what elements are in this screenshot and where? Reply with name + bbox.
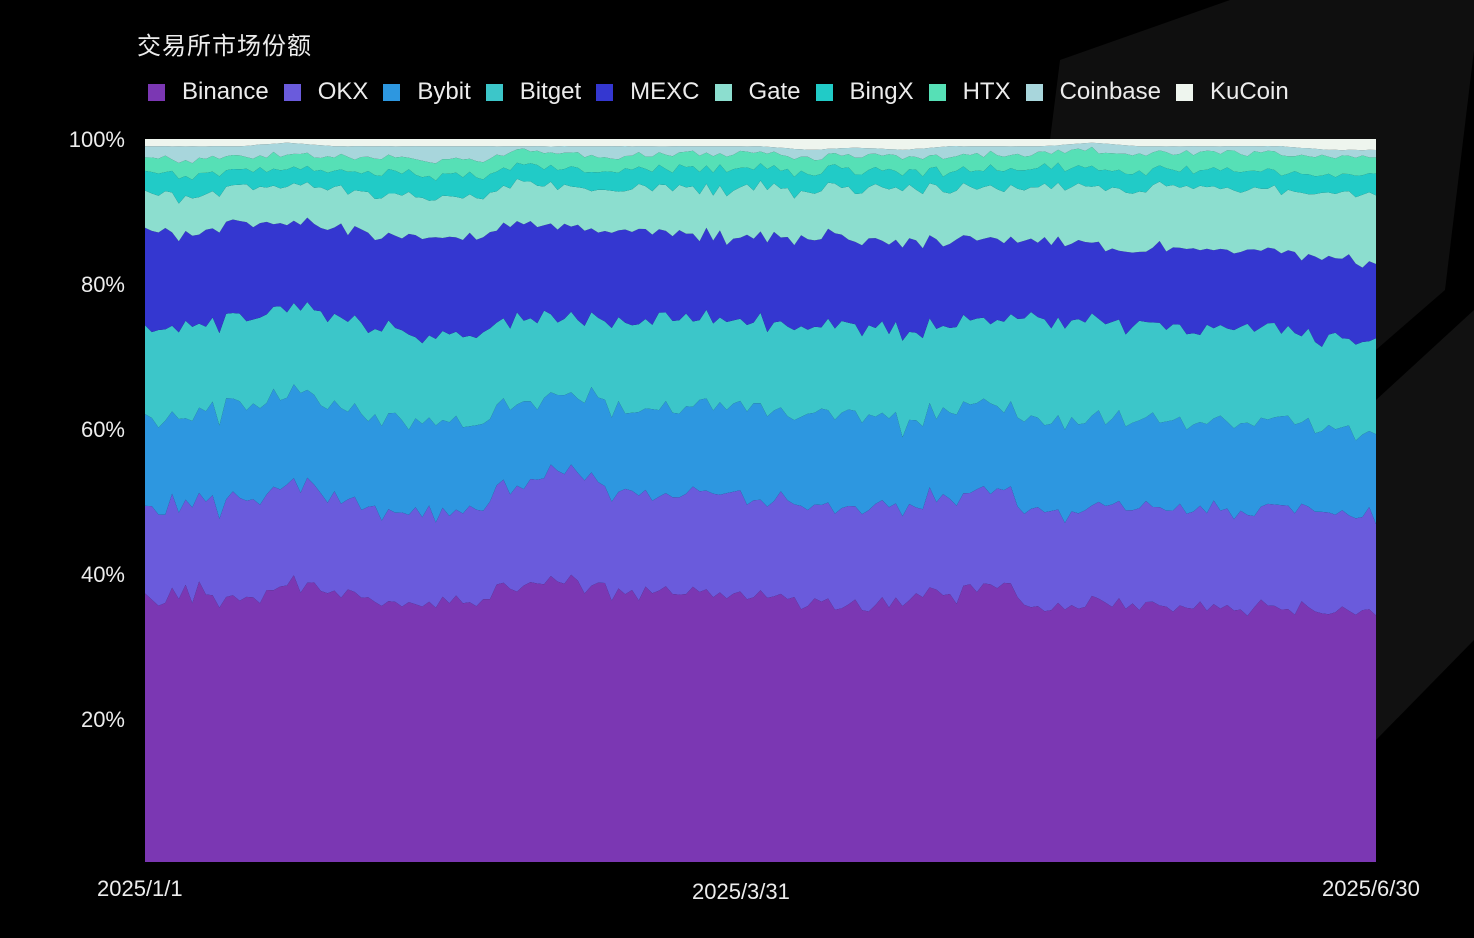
legend-item-mexc[interactable]: MEXC bbox=[596, 78, 700, 106]
legend: Binance OKX Bybit Bitget MEXC Gate BingX… bbox=[148, 78, 1304, 106]
legend-label: Coinbase bbox=[1059, 78, 1161, 105]
y-tick-60: 60% bbox=[80, 417, 125, 442]
legend-item-bitget[interactable]: Bitget bbox=[485, 78, 582, 106]
legend-swatch-icon bbox=[596, 83, 614, 101]
x-tick-end: 2025/6/30 bbox=[1322, 876, 1420, 901]
area-series-kucoin[interactable] bbox=[145, 139, 1376, 151]
x-tick-mid: 2025/3/31 bbox=[692, 879, 790, 904]
legend-swatch-icon bbox=[1025, 83, 1043, 101]
area-series-mexc[interactable] bbox=[145, 217, 1376, 347]
area-series-bitget[interactable] bbox=[145, 302, 1376, 441]
legend-label: BingX bbox=[849, 78, 914, 105]
legend-swatch-icon bbox=[714, 83, 732, 101]
x-tick-start: 2025/1/1 bbox=[97, 876, 183, 901]
legend-label: MEXC bbox=[630, 78, 700, 105]
area-series-bingx[interactable] bbox=[145, 162, 1376, 204]
legend-item-kucoin[interactable]: KuCoin bbox=[1175, 78, 1289, 106]
area-series-bybit[interactable] bbox=[145, 384, 1376, 525]
y-tick-80: 80% bbox=[80, 272, 125, 297]
legend-item-okx[interactable]: OKX bbox=[283, 78, 369, 106]
legend-item-binance[interactable]: Binance bbox=[148, 78, 269, 106]
area-series-okx[interactable] bbox=[145, 464, 1376, 616]
legend-swatch-icon bbox=[283, 83, 301, 101]
y-tick-100: 100% bbox=[68, 127, 125, 152]
legend-label: Gate bbox=[748, 78, 801, 105]
legend-swatch-icon bbox=[485, 83, 503, 101]
area-series-coinbase[interactable] bbox=[145, 142, 1376, 164]
legend-item-htx[interactable]: HTX bbox=[928, 78, 1011, 106]
legend-swatch-icon bbox=[148, 83, 165, 101]
y-tick-40: 40% bbox=[80, 562, 125, 587]
legend-item-bingx[interactable]: BingX bbox=[815, 78, 914, 106]
legend-label: OKX bbox=[317, 78, 369, 105]
chart-title: 交易所市场份额 bbox=[137, 32, 312, 60]
legend-swatch-icon bbox=[928, 83, 946, 101]
legend-label: Bybit bbox=[417, 78, 471, 105]
legend-item-coinbase[interactable]: Coinbase bbox=[1025, 78, 1161, 106]
legend-label: Binance bbox=[182, 78, 269, 105]
y-tick-20: 20% bbox=[80, 707, 125, 732]
legend-swatch-icon bbox=[383, 83, 401, 101]
legend-swatch-icon bbox=[815, 83, 833, 101]
legend-label: Bitget bbox=[519, 78, 582, 105]
area-series-gate[interactable] bbox=[145, 178, 1376, 268]
area-series-binance[interactable] bbox=[145, 574, 1376, 862]
legend-item-gate[interactable]: Gate bbox=[714, 78, 801, 106]
area-series-htx[interactable] bbox=[145, 146, 1376, 181]
legend-label: KuCoin bbox=[1209, 78, 1289, 105]
legend-label: HTX bbox=[962, 78, 1011, 105]
legend-swatch-icon bbox=[1175, 83, 1193, 101]
legend-item-bybit[interactable]: Bybit bbox=[383, 78, 471, 106]
